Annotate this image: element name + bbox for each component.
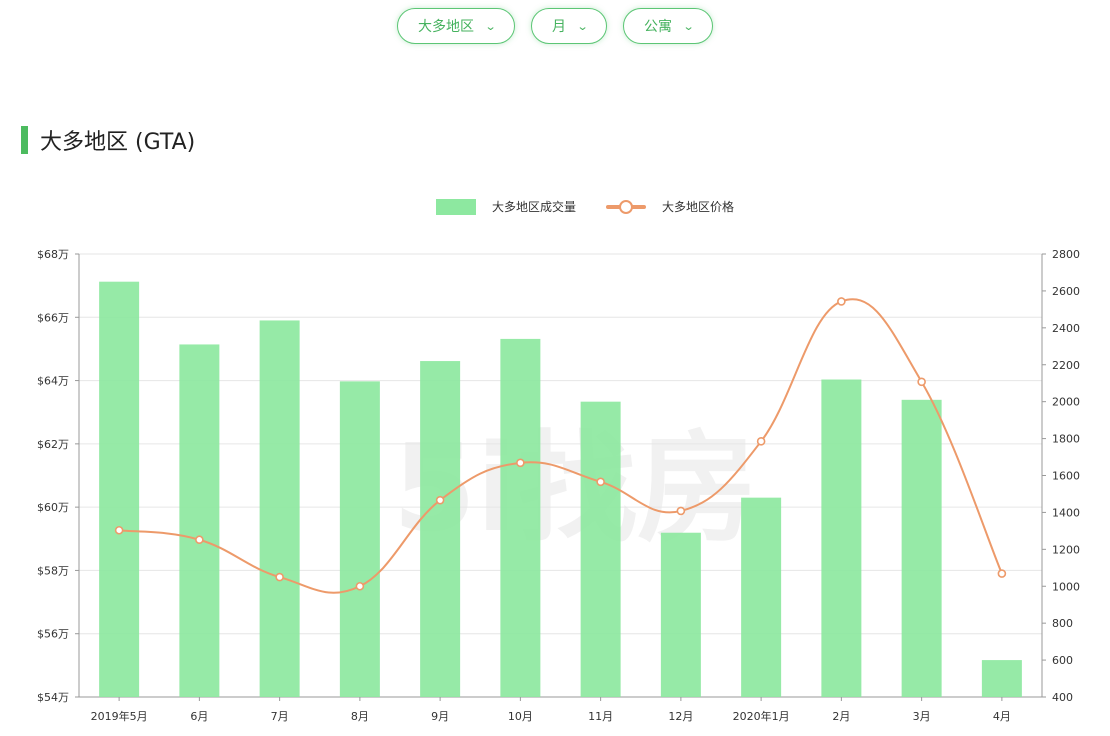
x-tick-label: 11月 bbox=[588, 710, 613, 723]
price-point bbox=[516, 458, 525, 468]
y-left-tick-label: $54万 bbox=[37, 691, 69, 704]
price-point bbox=[275, 572, 284, 582]
bar bbox=[420, 361, 461, 697]
price-point bbox=[355, 581, 365, 591]
bar bbox=[901, 399, 942, 697]
x-tick-label: 6月 bbox=[190, 710, 208, 723]
x-tick-label: 10月 bbox=[508, 710, 533, 723]
chevron-down-icon: ⌄ bbox=[484, 19, 497, 33]
y-right-tick-label: 1200 bbox=[1052, 543, 1080, 556]
x-tick-label: 4月 bbox=[993, 710, 1011, 723]
bar bbox=[99, 281, 140, 697]
y-right-tick-label: 2400 bbox=[1052, 322, 1080, 335]
x-tick-label: 2月 bbox=[832, 710, 850, 723]
price-point bbox=[756, 437, 766, 446]
price-point bbox=[114, 525, 124, 535]
legend-line-swatch[interactable] bbox=[606, 199, 647, 215]
region-dropdown[interactable]: 大多地区 ⌄ bbox=[397, 8, 515, 44]
y-right-tick-label: 400 bbox=[1052, 691, 1073, 704]
legend-bar-label[interactable]: 大多地区成交量 bbox=[492, 200, 577, 214]
y-right-tick-label: 600 bbox=[1052, 654, 1073, 667]
filter-bar: 大多地区 ⌄ 月 ⌄ 公寓 ⌄ bbox=[0, 8, 1110, 44]
property-type-dropdown[interactable]: 公寓 ⌄ bbox=[623, 8, 713, 44]
bar bbox=[741, 497, 782, 697]
legend-bar-swatch[interactable] bbox=[436, 198, 476, 215]
price-point bbox=[596, 477, 605, 487]
bar bbox=[580, 401, 621, 697]
bar bbox=[339, 381, 380, 697]
property-type-dropdown-label: 公寓 bbox=[644, 19, 672, 35]
region-dropdown-label: 大多地区 bbox=[418, 19, 474, 35]
bar bbox=[259, 320, 300, 697]
period-dropdown[interactable]: 月 ⌄ bbox=[531, 8, 607, 44]
y-right-tick-label: 2600 bbox=[1052, 285, 1080, 298]
y-right-tick-label: 1000 bbox=[1052, 580, 1080, 593]
x-tick-label: 9月 bbox=[431, 710, 449, 723]
price-point bbox=[435, 495, 445, 505]
period-dropdown-label: 月 bbox=[552, 19, 566, 35]
chart-legend: 大多地区成交量 大多地区价格 bbox=[436, 198, 734, 215]
x-tick-label: 2020年1月 bbox=[733, 709, 790, 723]
y-right-tick-label: 1400 bbox=[1052, 506, 1080, 519]
bar bbox=[821, 379, 862, 697]
y-left-tick-label: $66万 bbox=[37, 311, 69, 324]
price-point bbox=[917, 377, 926, 387]
chevron-down-icon: ⌄ bbox=[576, 19, 589, 33]
x-tick-label: 12月 bbox=[668, 710, 693, 723]
y-left-tick-label: $68万 bbox=[37, 248, 69, 261]
section-accent-bar bbox=[21, 126, 28, 154]
x-tick-label: 3月 bbox=[913, 710, 931, 723]
y-right-tick-label: 2200 bbox=[1052, 359, 1080, 372]
y-right-tick-label: 2000 bbox=[1052, 396, 1080, 409]
bar bbox=[179, 344, 220, 697]
price-point bbox=[676, 506, 686, 516]
bar bbox=[660, 532, 701, 697]
legend-line-label[interactable]: 大多地区价格 bbox=[662, 200, 735, 214]
x-tick-label: 7月 bbox=[271, 710, 289, 723]
chevron-down-icon: ⌄ bbox=[682, 19, 695, 33]
bar bbox=[981, 660, 1022, 697]
y-left-tick-label: $56万 bbox=[37, 628, 69, 641]
y-left-tick-label: $58万 bbox=[37, 564, 69, 577]
section-heading: 大多地区 (GTA) bbox=[21, 126, 196, 155]
y-right-tick-label: 2800 bbox=[1052, 248, 1080, 261]
x-tick-label: 2019年5月 bbox=[91, 709, 148, 723]
price-point bbox=[837, 297, 846, 306]
y-right-tick-label: 800 bbox=[1052, 617, 1073, 630]
y-left-tick-label: $60万 bbox=[37, 501, 69, 514]
price-point bbox=[997, 569, 1007, 578]
section-title: 大多地区 (GTA) bbox=[40, 130, 196, 155]
bar bbox=[500, 338, 541, 697]
price-point bbox=[195, 535, 204, 545]
y-right-tick-label: 1600 bbox=[1052, 470, 1080, 483]
y-left-tick-label: $64万 bbox=[37, 375, 69, 388]
y-left-tick-label: $62万 bbox=[37, 438, 69, 451]
x-tick-label: 8月 bbox=[351, 710, 369, 723]
y-right-tick-label: 1800 bbox=[1052, 433, 1080, 446]
